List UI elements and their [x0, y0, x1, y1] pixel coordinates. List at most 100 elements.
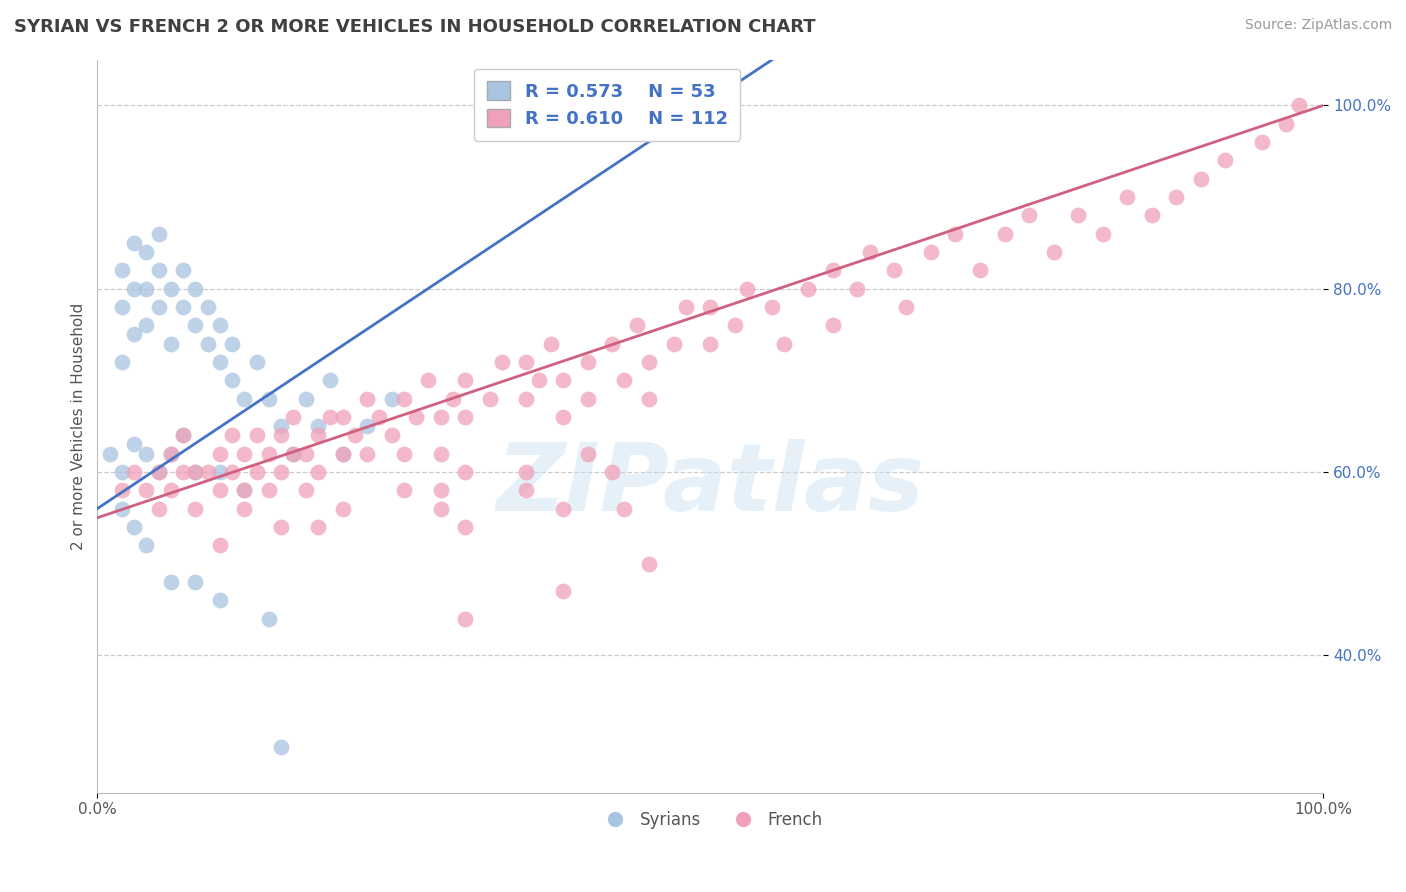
Point	[1067, 208, 1090, 222]
Point	[208, 538, 231, 552]
Point	[356, 392, 378, 406]
Point	[859, 245, 882, 260]
Point	[197, 336, 219, 351]
Point	[111, 483, 134, 498]
Point	[600, 465, 623, 479]
Point	[122, 465, 145, 479]
Point	[515, 483, 537, 498]
Point	[135, 483, 157, 498]
Point	[429, 501, 451, 516]
Point	[307, 465, 329, 479]
Point	[208, 447, 231, 461]
Point	[270, 465, 292, 479]
Point	[724, 318, 747, 333]
Point	[111, 501, 134, 516]
Point	[613, 501, 636, 516]
Point	[148, 501, 170, 516]
Point	[160, 282, 183, 296]
Point	[797, 282, 820, 296]
Point	[283, 409, 305, 424]
Point	[208, 318, 231, 333]
Point	[160, 336, 183, 351]
Point	[233, 501, 256, 516]
Point	[135, 318, 157, 333]
Point	[221, 428, 243, 442]
Point	[257, 447, 280, 461]
Point	[675, 300, 697, 314]
Point	[699, 336, 721, 351]
Point	[1166, 190, 1188, 204]
Point	[270, 419, 292, 434]
Point	[197, 465, 219, 479]
Point	[600, 336, 623, 351]
Point	[381, 392, 404, 406]
Point	[356, 419, 378, 434]
Point	[1275, 117, 1298, 131]
Point	[613, 373, 636, 387]
Point	[160, 447, 183, 461]
Point	[515, 465, 537, 479]
Point	[246, 355, 269, 369]
Point	[233, 392, 256, 406]
Point	[343, 428, 366, 442]
Point	[160, 483, 183, 498]
Text: ZIPatlas: ZIPatlas	[496, 439, 924, 531]
Point	[184, 318, 207, 333]
Point	[454, 611, 477, 625]
Point	[662, 336, 685, 351]
Point	[553, 373, 575, 387]
Point	[418, 373, 440, 387]
Point	[184, 465, 207, 479]
Point	[148, 465, 170, 479]
Point	[896, 300, 918, 314]
Point	[969, 263, 991, 277]
Point	[184, 465, 207, 479]
Point	[699, 300, 721, 314]
Point	[319, 373, 342, 387]
Point	[294, 447, 316, 461]
Point	[111, 465, 134, 479]
Point	[332, 501, 354, 516]
Point	[233, 483, 256, 498]
Point	[172, 428, 194, 442]
Point	[172, 263, 194, 277]
Text: SYRIAN VS FRENCH 2 OR MORE VEHICLES IN HOUSEHOLD CORRELATION CHART: SYRIAN VS FRENCH 2 OR MORE VEHICLES IN H…	[14, 18, 815, 36]
Point	[576, 392, 599, 406]
Point	[307, 419, 329, 434]
Point	[429, 447, 451, 461]
Point	[122, 235, 145, 250]
Point	[392, 483, 415, 498]
Point	[208, 483, 231, 498]
Point	[135, 538, 157, 552]
Point	[148, 465, 170, 479]
Point	[1042, 245, 1064, 260]
Point	[368, 409, 391, 424]
Point	[135, 447, 157, 461]
Point	[1213, 153, 1236, 168]
Point	[356, 447, 378, 461]
Text: Source: ZipAtlas.com: Source: ZipAtlas.com	[1244, 18, 1392, 32]
Point	[638, 355, 661, 369]
Point	[98, 447, 121, 461]
Point	[111, 263, 134, 277]
Point	[332, 447, 354, 461]
Point	[197, 300, 219, 314]
Point	[111, 300, 134, 314]
Point	[1140, 208, 1163, 222]
Point	[233, 447, 256, 461]
Point	[172, 300, 194, 314]
Point	[270, 520, 292, 534]
Point	[319, 409, 342, 424]
Point	[846, 282, 869, 296]
Point	[773, 336, 796, 351]
Point	[1091, 227, 1114, 241]
Point	[454, 409, 477, 424]
Point	[221, 465, 243, 479]
Point	[553, 501, 575, 516]
Point	[307, 428, 329, 442]
Point	[540, 336, 562, 351]
Point	[1251, 135, 1274, 149]
Point	[626, 318, 648, 333]
Point	[111, 355, 134, 369]
Point	[1189, 171, 1212, 186]
